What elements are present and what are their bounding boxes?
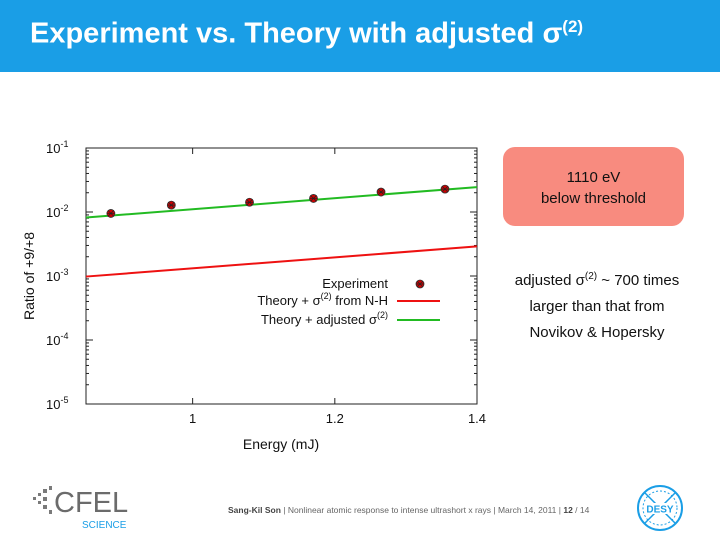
- ratio-chart: 1 1.2 1.410-110-210-310-410-5 ExperimentTh…: [21, 139, 486, 452]
- footer-total: 14: [579, 505, 590, 515]
- title-bar: Experiment vs. Theory with adjusted σ(2): [0, 0, 720, 72]
- note-line-1: adjusted σ(2) ~ 700 times: [514, 271, 680, 289]
- data-point: [376, 187, 386, 197]
- y-tick-label: 10-5: [46, 395, 68, 412]
- legend-label: Experiment: [322, 276, 388, 291]
- y-tick-label: 10-4: [46, 331, 68, 348]
- y-tick-label: 10-1: [46, 139, 68, 156]
- callout-energy: 1110 eV: [566, 169, 621, 186]
- x-tick-label: 1.4: [468, 411, 486, 426]
- desy-logo: DESY: [637, 485, 683, 531]
- footer-date: March 14, 2011: [497, 505, 557, 515]
- note-line-2: larger than that from: [529, 298, 665, 315]
- y-axis-label: Ratio of +9/+8: [21, 232, 37, 320]
- footer: Sang-Kil Son | Nonlinear atomic response…: [228, 505, 590, 515]
- data-point: [309, 194, 318, 203]
- x-axis-label: Energy (mJ): [243, 436, 319, 452]
- legend-label: Theory + σ(2) from N-H: [257, 291, 388, 308]
- callout-threshold: below threshold: [540, 190, 647, 207]
- footer-author: Sang-Kil Son: [228, 505, 281, 515]
- y-tick-label: 10-2: [46, 203, 68, 220]
- cfel-wordmark: CFEL: [54, 487, 128, 519]
- legend-marker: [415, 279, 425, 289]
- cfel-science: SCIENCE: [82, 520, 127, 531]
- threshold-callout: 1110 eV below threshold: [503, 147, 684, 226]
- y-tick-label: 10-3: [46, 267, 68, 284]
- data-point: [245, 197, 254, 207]
- footer-talk-title: Nonlinear atomic response to intense ult…: [287, 505, 491, 515]
- x-tick-label: 1.2: [326, 411, 344, 426]
- series-line: [85, 186, 478, 219]
- plot-frame: [85, 147, 478, 405]
- legend-label: Theory + adjusted σ(2): [261, 310, 388, 327]
- data-point: [166, 200, 176, 210]
- note-line-3: Novikov & Hopersky: [529, 324, 665, 341]
- comparison-note: adjusted σ(2) ~ 700 times larger than th…: [492, 264, 702, 346]
- cfel-logo: CFEL SCIENCE: [33, 486, 128, 531]
- series-line: [85, 245, 478, 278]
- data-point: [106, 209, 116, 218]
- x-tick-label: 1: [189, 411, 196, 426]
- desy-wordmark: DESY: [646, 505, 674, 516]
- data-point: [440, 184, 450, 194]
- footer-page: 12: [563, 505, 573, 515]
- slide-title: Experiment vs. Theory with adjusted σ(2): [30, 17, 584, 50]
